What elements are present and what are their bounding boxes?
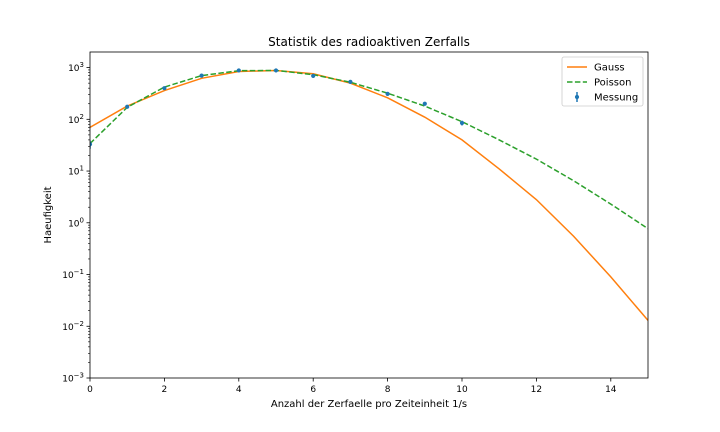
legend-marker xyxy=(574,94,580,100)
data-point-messung xyxy=(459,120,465,126)
data-marker xyxy=(385,91,390,96)
y-tick-label: 103 xyxy=(68,61,84,74)
x-axis-label: Anzahl der Zerfaelle pro Zeiteinheit 1/s xyxy=(271,399,467,410)
data-point-messung xyxy=(273,68,279,73)
y-tick-label: 10−2 xyxy=(62,320,84,333)
y-tick-label: 102 xyxy=(68,113,84,126)
legend-item-messung: Messung xyxy=(574,92,638,104)
data-marker xyxy=(162,86,167,91)
y-tick-label: 10−3 xyxy=(62,372,84,385)
series-line-gauss xyxy=(90,69,648,321)
data-marker xyxy=(236,68,241,73)
plot-area xyxy=(90,68,648,321)
data-point-messung xyxy=(348,79,353,84)
legend-item-poisson: Poisson xyxy=(567,78,631,89)
data-point-messung xyxy=(90,140,93,149)
legend-label: Gauss xyxy=(594,63,625,74)
x-tick-label: 6 xyxy=(310,385,316,395)
legend-box xyxy=(561,56,644,107)
data-point-messung xyxy=(199,73,204,78)
x-tick-label: 10 xyxy=(456,385,468,395)
data-point-messung xyxy=(311,73,316,79)
legend: Gauss Poisson Messung xyxy=(561,56,644,107)
data-point-messung xyxy=(422,101,427,106)
x-tick-label: 4 xyxy=(236,385,242,395)
data-marker xyxy=(125,104,130,109)
chart-title: Statistik des radioaktiven Zerfalls xyxy=(268,35,470,49)
y-tick-label: 10−1 xyxy=(62,268,84,281)
legend-item-gauss: Gauss xyxy=(567,63,625,74)
y-tick-label: 100 xyxy=(68,216,84,229)
data-marker xyxy=(459,120,465,126)
data-point-messung xyxy=(236,68,241,73)
x-tick-label: 14 xyxy=(605,385,617,395)
legend-label: Messung xyxy=(594,93,638,104)
data-marker xyxy=(199,73,204,78)
data-marker xyxy=(273,68,279,73)
y-axis: 10−3 10−2 10−1 100 101 102 103 xyxy=(62,61,90,385)
legend-label: Poisson xyxy=(594,78,631,89)
data-point-messung xyxy=(385,91,390,96)
y-axis-label: Haeufigkeit xyxy=(43,186,54,243)
data-marker xyxy=(422,101,427,106)
x-tick-label: 12 xyxy=(531,385,542,395)
x-tick-label: 8 xyxy=(385,385,391,395)
x-tick-label: 0 xyxy=(87,385,93,395)
x-tick-label: 2 xyxy=(162,385,168,395)
y-tick-label: 101 xyxy=(68,165,84,178)
data-marker xyxy=(90,142,93,147)
data-point-messung xyxy=(125,104,130,109)
x-axis: 0 2 4 6 8 10 12 14 xyxy=(87,378,617,395)
data-marker xyxy=(348,79,353,84)
axes-frame xyxy=(89,51,649,379)
data-point-messung xyxy=(162,86,167,91)
series-line-poisson xyxy=(90,69,648,230)
data-marker xyxy=(311,73,316,79)
